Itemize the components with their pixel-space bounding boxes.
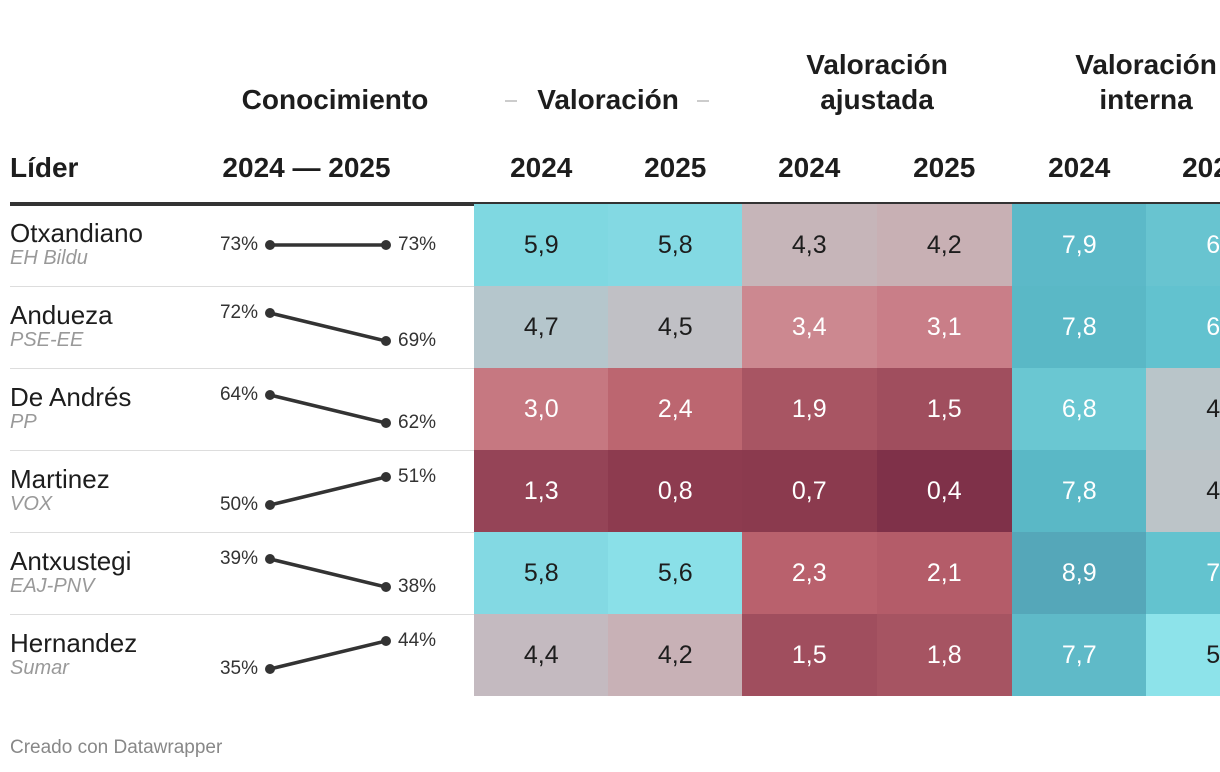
- leader: Andueza: [10, 300, 113, 330]
- cell: 5,8: [608, 204, 743, 286]
- column-header: 2024: [778, 152, 841, 183]
- slope-dot: [381, 418, 391, 428]
- cell: 7,7: [1012, 614, 1147, 696]
- cell: 8,9: [1012, 532, 1147, 614]
- slope-dot: [265, 664, 275, 674]
- cell: 4,7: [474, 286, 609, 368]
- cell: 4,5: [608, 286, 743, 368]
- cell: 4,2: [877, 204, 1012, 286]
- cell: 5: [1146, 614, 1220, 696]
- cell: 2,1: [877, 532, 1012, 614]
- divider: [505, 100, 517, 102]
- leader: Antxustegi: [10, 546, 132, 576]
- cell: 2,3: [742, 532, 877, 614]
- slope-dot: [381, 240, 391, 250]
- slope-label: 69%: [398, 330, 436, 351]
- cell: 2,4: [608, 368, 743, 450]
- row-rule: [10, 368, 474, 369]
- leader: Hernandez: [10, 628, 138, 658]
- column-header: 2025: [913, 152, 976, 183]
- party: EAJ-PNV: [10, 575, 95, 597]
- row-rule: [10, 532, 474, 533]
- row-rule: [10, 614, 474, 615]
- slope-dot: [265, 500, 275, 510]
- cell: 3,4: [742, 286, 877, 368]
- group-header: Conocimiento: [241, 84, 429, 115]
- party: PSE-EE: [10, 329, 84, 351]
- column-header: 2025: [644, 152, 707, 183]
- cell: 5,6: [608, 532, 743, 614]
- cell: 6,8: [1012, 368, 1147, 450]
- cell: 4,4: [474, 614, 609, 696]
- cell: 5,8: [474, 532, 609, 614]
- slope-dot: [265, 240, 275, 250]
- slope-label: 62%: [398, 412, 436, 433]
- leader: Otxandiano: [10, 218, 143, 248]
- slope-line: [269, 393, 387, 425]
- slope-label: 50%: [220, 494, 258, 515]
- column-header: Líder: [10, 152, 79, 183]
- cell: 7,8: [1012, 286, 1147, 368]
- footer: Creado con Datawrapper: [10, 737, 223, 758]
- cell: 6: [1146, 204, 1220, 286]
- row-rule: [10, 286, 474, 287]
- slope-label: 73%: [398, 234, 436, 255]
- slope-line: [269, 475, 387, 507]
- cell: 7: [1146, 532, 1220, 614]
- slope-label: 35%: [220, 658, 258, 679]
- slope-label: 72%: [220, 302, 258, 323]
- slope-dot: [265, 390, 275, 400]
- cell: 5,9: [474, 204, 609, 286]
- slope-label: 51%: [398, 466, 436, 487]
- column-header: 2024: [510, 152, 573, 183]
- cell: 3,0: [474, 368, 609, 450]
- leader: Martinez: [10, 464, 110, 494]
- divider: [697, 100, 709, 102]
- slope-dot: [381, 582, 391, 592]
- cell: 1,9: [742, 368, 877, 450]
- cell: 0,7: [742, 450, 877, 532]
- party: VOX: [10, 493, 53, 515]
- cell: 0,8: [608, 450, 743, 532]
- slope-dot: [381, 636, 391, 646]
- cell: 1,8: [877, 614, 1012, 696]
- party: EH Bildu: [10, 247, 88, 269]
- group-header: Valoración ajustada: [806, 49, 948, 115]
- slope-label: 64%: [220, 384, 258, 405]
- slope-line: [269, 557, 387, 589]
- cell: 1,3: [474, 450, 609, 532]
- cell: 1,5: [742, 614, 877, 696]
- cell: 4,3: [742, 204, 877, 286]
- cell: 4: [1146, 450, 1220, 532]
- slope-label: 39%: [220, 548, 258, 569]
- slope-label: 38%: [398, 576, 436, 597]
- slope-dot: [265, 554, 275, 564]
- cell: 7,8: [1012, 450, 1147, 532]
- slope-line: [269, 311, 387, 343]
- slope-label: 73%: [220, 234, 258, 255]
- column-header: 2025: [1182, 152, 1220, 183]
- cell: 4: [1146, 368, 1220, 450]
- slope-dot: [381, 472, 391, 482]
- slope-dot: [265, 308, 275, 318]
- group-header: Valoración: [537, 84, 679, 115]
- slope-dot: [381, 336, 391, 346]
- cell: 4,2: [608, 614, 743, 696]
- slope-label: 44%: [398, 630, 436, 651]
- column-header: 2024: [1048, 152, 1111, 183]
- column-header: 2024 — 2025: [222, 152, 391, 183]
- cell: 7,9: [1012, 204, 1147, 286]
- cell: 1,5: [877, 368, 1012, 450]
- party: PP: [10, 411, 37, 433]
- slope-line: [269, 639, 387, 671]
- cell: 6: [1146, 286, 1220, 368]
- cell: 3,1: [877, 286, 1012, 368]
- cell: 0,4: [877, 450, 1012, 532]
- row-rule: [10, 450, 474, 451]
- group-header: Valoración interna: [1075, 49, 1217, 115]
- party: Sumar: [10, 657, 69, 679]
- leader: De Andrés: [10, 382, 132, 412]
